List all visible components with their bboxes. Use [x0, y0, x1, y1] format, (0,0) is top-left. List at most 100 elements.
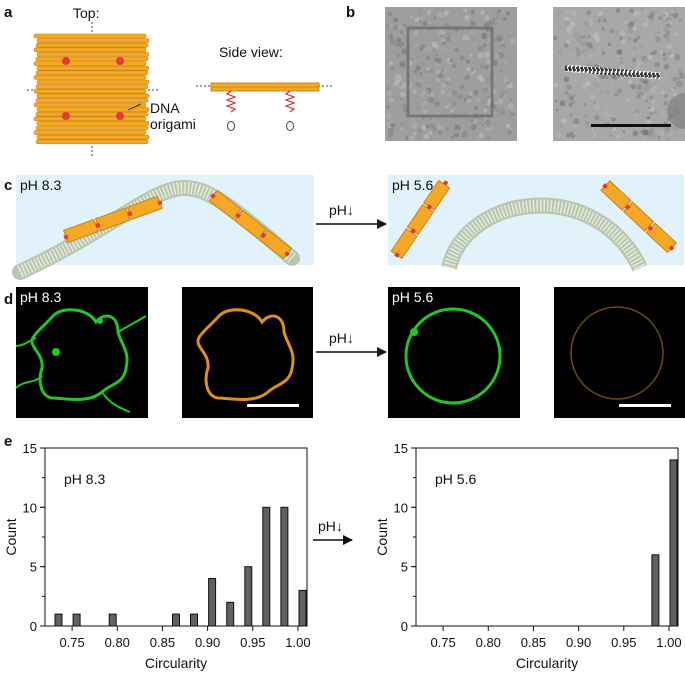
- em-speckle: [502, 17, 506, 21]
- em-speckle: [505, 123, 510, 128]
- em-speckle: [610, 94, 614, 97]
- em-speckle: [614, 30, 619, 36]
- em-speckle: [436, 124, 443, 131]
- em-speckle: [483, 22, 490, 28]
- em-speckle: [453, 74, 458, 79]
- em-speckle: [634, 65, 641, 72]
- scale-bar: [619, 404, 671, 407]
- em-speckle: [420, 43, 426, 49]
- em-speckle: [659, 50, 663, 55]
- em-speckle: [628, 79, 633, 85]
- em-speckle: [635, 108, 639, 113]
- membrane-tube-left-texture: [17, 181, 296, 278]
- em-speckle: [467, 81, 470, 85]
- helix-row: [35, 125, 149, 131]
- panel-b: [385, 6, 685, 142]
- em-speckle: [387, 11, 393, 17]
- em-speckle: [561, 103, 564, 106]
- em-speckle: [440, 8, 444, 12]
- em-speckle: [558, 49, 564, 56]
- em-speckle: [576, 36, 582, 43]
- em-speckle: [658, 16, 662, 20]
- helix-row: [36, 65, 150, 71]
- em-speckle: [557, 28, 562, 33]
- em-speckle: [416, 122, 419, 125]
- y-tick-label: 0: [30, 619, 37, 634]
- em-speckle: [444, 10, 450, 15]
- em-speckle: [488, 20, 494, 26]
- em-speckle: [616, 44, 619, 47]
- em-speckle: [429, 8, 432, 11]
- em-speckle: [399, 61, 403, 65]
- em-speckle: [465, 59, 471, 64]
- em-speckle: [484, 65, 489, 70]
- em-speckle: [622, 129, 626, 133]
- em-speckle: [434, 136, 437, 138]
- vesicle-outline-round-green: [404, 307, 502, 405]
- em-speckle: [450, 135, 454, 139]
- em-speckle: [667, 88, 673, 94]
- em-speckle: [570, 45, 574, 50]
- em-speckle: [493, 76, 496, 79]
- em-speckle: [569, 113, 573, 117]
- em-speckle: [435, 7, 440, 12]
- helix-row: [35, 56, 149, 62]
- x-tick-label: 0.95: [611, 635, 636, 650]
- helix-row: [35, 70, 149, 76]
- em-speckle: [597, 11, 604, 17]
- origami-label-line2: origami: [150, 116, 196, 132]
- em-speckle: [401, 48, 408, 55]
- ph-label-d-right: pH 5.6: [392, 289, 433, 305]
- em-speckle: [631, 18, 637, 24]
- em-speckle: [414, 70, 418, 74]
- em-speckle: [413, 42, 419, 48]
- arrow-d-label: pH↓: [329, 330, 354, 346]
- em-speckle: [593, 103, 600, 110]
- em-speckle: [441, 68, 444, 72]
- em-speckle: [587, 20, 594, 27]
- em-speckle: [448, 97, 455, 103]
- em-speckle: [428, 96, 435, 104]
- chart-annotation: pH 8.3: [64, 471, 105, 487]
- em-speckle: [425, 87, 432, 94]
- em-speckle: [388, 48, 392, 53]
- em-speckle: [678, 68, 681, 72]
- em-speckle: [508, 31, 512, 35]
- arrow-c-label: pH↓: [329, 202, 354, 218]
- em-speckle: [555, 108, 559, 112]
- em-speckle: [477, 94, 482, 99]
- em-speckle: [640, 7, 645, 11]
- em-speckle: [389, 39, 396, 45]
- em-speckle: [421, 61, 425, 65]
- em-speckle: [485, 79, 490, 84]
- x-axis-label: Circularity: [516, 655, 578, 671]
- em-speckle: [572, 83, 575, 86]
- em-speckle: [435, 69, 441, 74]
- em-speckle: [386, 105, 390, 109]
- em-speckle: [571, 100, 576, 105]
- em-speckle: [408, 89, 413, 94]
- em-speckle: [400, 92, 406, 98]
- x-tick-label: 0.75: [430, 635, 455, 650]
- em-speckle: [418, 78, 423, 83]
- em-speckle: [447, 135, 451, 140]
- em-speckle: [553, 35, 558, 41]
- anchor-marker: [116, 57, 124, 65]
- em-speckle: [497, 60, 504, 67]
- em-speckle: [477, 74, 484, 81]
- em-speckle: [674, 32, 678, 37]
- em-speckle: [414, 17, 419, 22]
- em-speckle: [425, 45, 432, 53]
- y-tick-label: 10: [23, 500, 37, 515]
- em-speckle: [594, 83, 601, 89]
- em-speckle: [555, 13, 559, 17]
- em-speckle: [440, 17, 443, 21]
- em-speckle: [664, 129, 669, 134]
- anchor-marker: [62, 112, 70, 120]
- em-speckle: [601, 26, 605, 31]
- em-speckle: [656, 115, 661, 120]
- em-speckle: [478, 133, 484, 139]
- anchor-marker: [62, 57, 70, 65]
- em-speckle: [393, 127, 398, 131]
- em-speckle: [499, 109, 505, 116]
